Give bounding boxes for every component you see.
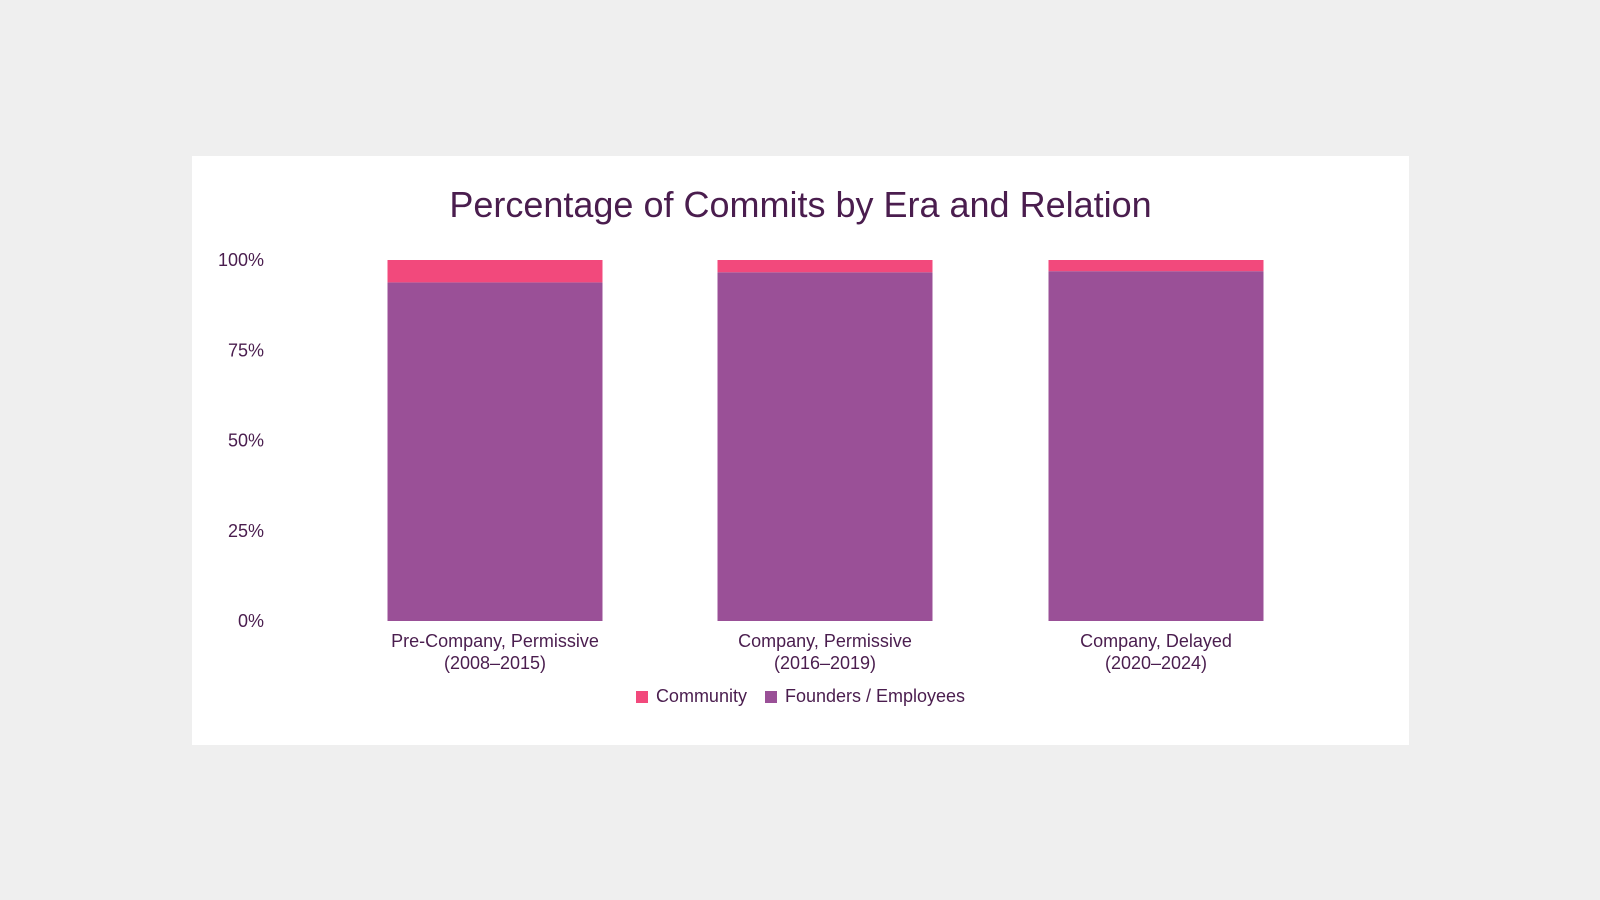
stacked-bar-chart: 0% 25% 50% 75% 100% Pre-Company, Permissive (2… bbox=[218, 250, 1264, 673]
bar-segment-community bbox=[1048, 260, 1264, 272]
y-tick-label: 75% bbox=[228, 340, 264, 360]
legend-label: Community bbox=[655, 686, 747, 706]
x-category-label: Pre-Company, Permissive (2008–2015) bbox=[391, 631, 599, 673]
legend-item: Community bbox=[635, 686, 747, 707]
bar-segment-founders-employees bbox=[717, 272, 933, 621]
legend-item: Founders / Employees bbox=[764, 686, 966, 707]
bar-segment-founders-employees bbox=[1048, 271, 1264, 621]
legend-label: Founders / Employees bbox=[784, 686, 966, 706]
bar-segment-community bbox=[717, 260, 933, 273]
x-category-label: Company, Permissive (2016–2019) bbox=[738, 631, 912, 673]
y-tick-label: 25% bbox=[228, 521, 264, 541]
y-tick-label: 0% bbox=[238, 611, 264, 631]
chart-card: Percentage of Commits by Era and Relatio… bbox=[192, 156, 1409, 745]
chart-legend: Community Founders / Employees bbox=[192, 686, 1409, 707]
bar-segment-founders-employees bbox=[387, 282, 603, 621]
y-tick-label: 100% bbox=[218, 250, 264, 270]
legend-swatch bbox=[635, 690, 648, 703]
y-tick-label: 50% bbox=[228, 431, 264, 451]
bar-segment-community bbox=[387, 260, 603, 283]
x-category-label: Company, Delayed (2020–2024) bbox=[1080, 631, 1232, 673]
chart-title: Percentage of Commits by Era and Relatio… bbox=[449, 184, 1152, 225]
legend-swatch bbox=[764, 690, 777, 703]
